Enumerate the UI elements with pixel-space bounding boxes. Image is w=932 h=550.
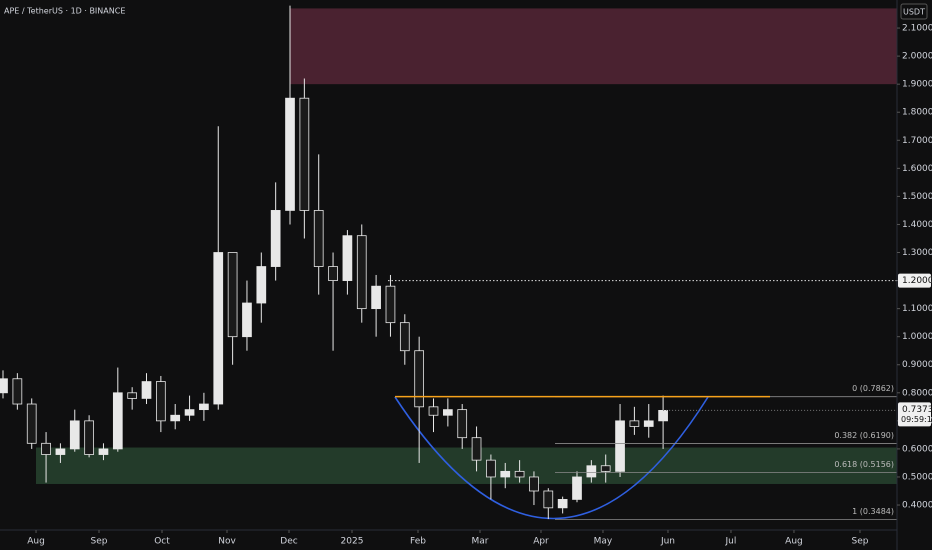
fib-label: 1 (0.3484) — [852, 507, 894, 516]
candle-body — [500, 470, 511, 478]
candle-body — [156, 381, 166, 422]
candle-body — [41, 442, 51, 455]
countdown-label: 09:59:11 — [901, 415, 932, 424]
candle-body — [328, 266, 338, 281]
y-tick-label: 0.6000 — [902, 444, 932, 454]
chart-title: APE / TetherUS · 1D · BINANCE — [4, 7, 125, 16]
candle-body — [170, 414, 181, 422]
fib-label: 0.618 (0.5156) — [834, 460, 894, 469]
unit-box — [900, 3, 928, 20]
demand-zone — [36, 447, 897, 484]
candle-body — [26, 403, 37, 444]
y-tick-label: 1.8000 — [902, 108, 932, 118]
current-price-box — [898, 402, 931, 427]
x-tick-label: Oct — [154, 537, 170, 547]
candle-body — [184, 409, 195, 416]
y-tick-label: 1.0000 — [902, 332, 932, 342]
candle-body — [371, 285, 381, 310]
candle-body — [69, 420, 80, 450]
candle-body — [600, 465, 611, 472]
x-tick-label: 2025 — [341, 537, 364, 547]
x-tick-label: Sep — [91, 537, 108, 547]
candle-body — [342, 235, 353, 281]
candle-body — [557, 499, 568, 509]
candle-body — [242, 302, 252, 338]
x-tick-label: Jul — [725, 537, 737, 547]
candle-body — [486, 459, 496, 478]
candle-body — [270, 210, 281, 267]
x-tick-label: Feb — [410, 537, 426, 547]
candle-body — [256, 266, 267, 304]
candle-body — [227, 252, 238, 338]
x-tick-label: May — [594, 537, 613, 547]
y-tick-label: 1.1000 — [902, 304, 932, 314]
candle-body — [457, 409, 468, 439]
candle-body — [471, 437, 482, 461]
candle-body — [356, 235, 367, 310]
candle-body — [141, 381, 152, 399]
y-tick-label: 0.4000 — [902, 501, 932, 511]
resistance-label: 1.2000 — [902, 276, 932, 286]
candle-body — [285, 97, 295, 211]
x-tick-label: Dec — [280, 537, 297, 547]
candle-body — [586, 465, 597, 478]
current-price-label: 0.7373 — [902, 405, 932, 415]
candle-body — [428, 406, 439, 416]
x-tick-label: Sep — [851, 537, 868, 547]
x-tick-label: Nov — [218, 537, 236, 547]
y-tick-label: 1.7000 — [902, 136, 932, 146]
candle-body — [629, 420, 640, 427]
candle-body — [643, 420, 654, 427]
y-tick-label: 0.5000 — [902, 472, 932, 482]
candle-body — [84, 420, 94, 455]
candle-body — [199, 403, 209, 411]
x-tick-label: Aug — [27, 537, 45, 547]
candle-body — [443, 409, 453, 416]
candle-body — [112, 392, 123, 450]
y-tick-label: 2.0000 — [902, 52, 932, 62]
y-tick-label: 1.6000 — [902, 164, 932, 174]
y-tick-label: 1.3000 — [902, 248, 932, 258]
candle-body — [414, 350, 425, 408]
unit-label: USDT — [903, 8, 925, 17]
y-tick-label: 0.8000 — [902, 388, 932, 398]
candle-body — [514, 470, 525, 478]
candle-body — [399, 322, 410, 352]
y-tick-label: 2.1000 — [902, 24, 932, 34]
candle-body — [12, 378, 23, 405]
y-tick-label: 1.5000 — [902, 192, 932, 202]
supply-zone — [290, 8, 897, 85]
cup-curve — [394, 396, 709, 520]
candle-body — [529, 476, 539, 492]
candle-body — [0, 378, 8, 394]
candle-body — [213, 252, 224, 405]
candle-body — [313, 210, 324, 267]
candle-body — [572, 476, 582, 500]
fib-label: 0.382 (0.6190) — [834, 431, 894, 440]
y-tick-label: 1.9000 — [902, 80, 932, 90]
candle-body — [385, 285, 396, 324]
candle-body — [55, 448, 66, 455]
candle-body — [98, 448, 109, 455]
resistance-label-box — [898, 273, 931, 288]
fib-label: 0 (0.7862) — [852, 384, 894, 393]
x-tick-label: Aug — [785, 537, 803, 547]
candle-body — [615, 420, 625, 472]
candle-body — [543, 490, 554, 509]
x-tick-label: Mar — [472, 537, 489, 547]
x-tick-label: Jun — [660, 537, 675, 547]
y-tick-label: 0.9000 — [902, 360, 932, 370]
candle-body — [299, 97, 310, 211]
y-tick-label: 1.4000 — [902, 220, 932, 230]
candle-body — [658, 409, 668, 422]
candle-body — [127, 392, 138, 399]
x-tick-label: Apr — [533, 537, 549, 547]
